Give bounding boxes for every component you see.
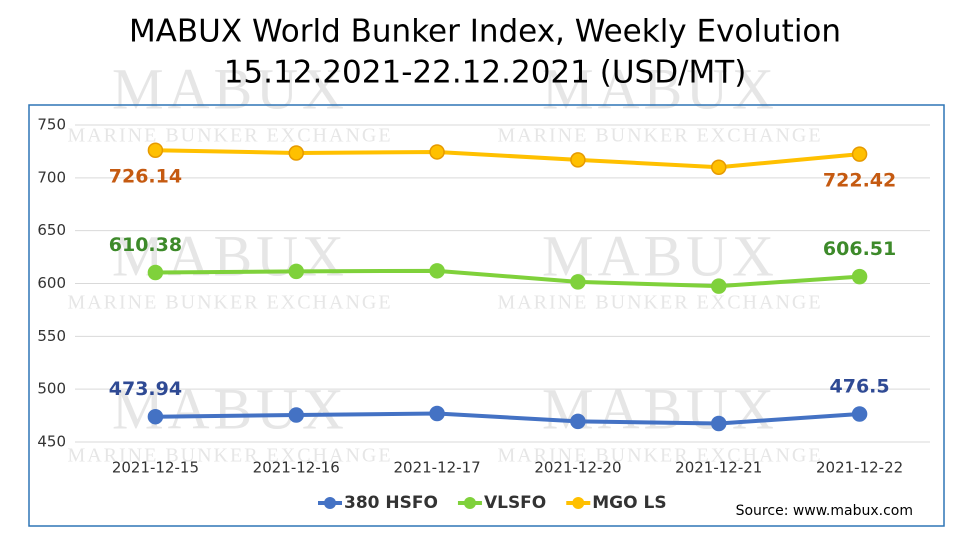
point [288,145,304,161]
x-tick-label: 2021-12-16 [253,459,340,477]
watermarks: MABUX MARINE BUNKER EXCHANGE MABUX MARINE B… [67,56,822,467]
point [147,408,164,425]
point [570,274,586,290]
legend-label: MGO LS [592,493,666,513]
y-tick-label: 600 [37,274,66,292]
data-label: 473.94 [109,378,182,400]
point [429,144,445,160]
data-label: 610.38 [109,234,182,256]
legend-label: VLSFO [484,493,546,513]
chart-title: MABUX World Bunker Index, Weekly Evoluti… [129,14,841,50]
series-line [155,148,860,170]
point [851,146,868,162]
source: Source: www.mabux.com [736,503,913,519]
x-tick-label: 2021-12-20 [534,459,621,477]
series-line [155,268,860,289]
y-tick-label: 700 [37,168,66,186]
series-line [155,411,860,426]
watermark: MABUX [112,376,348,441]
y-tick-label: 550 [37,327,66,345]
chart-subtitle: 15.12.2021-22.12.2021 (USD/MT) [224,55,747,91]
watermark-subtitle: MARINE BUNKER EXCHANGE [67,292,392,314]
legend-marker [572,497,585,509]
data-label: 722.42 [823,170,896,192]
y-tick-label: 450 [37,433,66,451]
point [147,264,164,281]
x-tick-label: 2021-12-21 [675,459,762,477]
point [570,152,586,168]
watermark-subtitle: MARINE BUNKER EXCHANGE [67,125,392,147]
watermark: MABUX [112,56,348,121]
y-tick-label: 500 [37,380,66,398]
point [851,406,868,422]
legend-marker [324,497,336,509]
point [711,278,727,294]
x-tick-label: 2021-12-15 [112,459,199,477]
point [288,407,304,423]
watermark-subtitle: MARINE BUNKER EXCHANGE [497,292,822,314]
plot-frame [28,104,945,527]
point [711,159,727,176]
point [429,405,445,422]
watermark-subtitle: MARINE BUNKER EXCHANGE [497,125,822,147]
watermark: MABUX [542,376,778,441]
point [851,268,868,285]
data-label: 606.51 [823,238,896,260]
y-tick-label: 750 [37,116,66,134]
point [711,415,727,432]
watermark: MABUX [542,56,778,121]
point [147,142,164,158]
legend-marker [463,497,476,509]
data-label: 476.5 [830,375,890,397]
point [288,263,304,280]
point [429,263,445,279]
watermark-subtitle: MARINE BUNKER EXCHANGE [67,445,392,467]
point [570,413,586,430]
legend-label: 380 HSFO [344,493,438,513]
watermark-subtitle: MARINE BUNKER EXCHANGE [497,445,822,467]
y-tick-label: 650 [37,221,66,239]
data-label: 726.14 [109,166,182,188]
x-tick-label: 2021-12-17 [393,459,480,477]
x-tick-label: 2021-12-22 [816,459,903,477]
